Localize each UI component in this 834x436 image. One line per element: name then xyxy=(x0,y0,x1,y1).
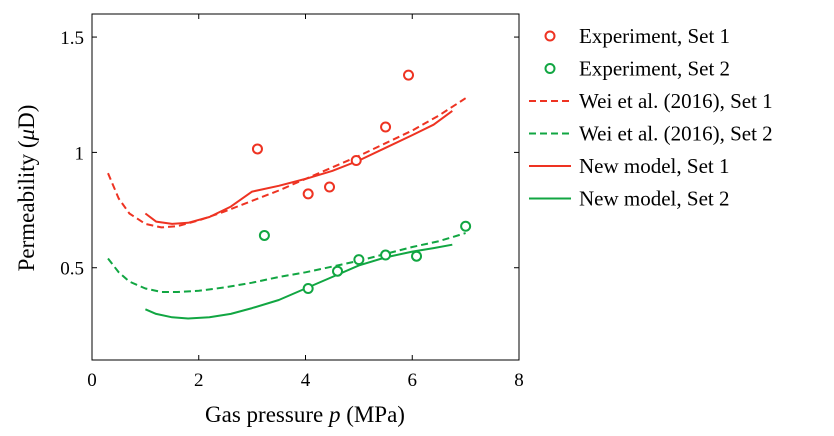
y-axis-title: Permeability (μD) xyxy=(14,105,39,272)
data-point-experiment-set-2 xyxy=(302,282,314,294)
data-point-experiment-set-1 xyxy=(350,154,362,166)
x-tick-label: 8 xyxy=(514,370,524,391)
tick-layer: 0 2 4 6 8 0.5 1 1.5 xyxy=(60,14,524,391)
data-point-experiment-set-2 xyxy=(460,220,472,232)
series-layer xyxy=(107,69,472,320)
data-point-experiment-set-2 xyxy=(411,250,423,262)
legend-marker xyxy=(544,63,556,74)
data-point-experiment-set-1 xyxy=(302,188,314,200)
data-point-experiment-set-1 xyxy=(324,181,336,193)
plot-area: 0 2 4 6 8 0.5 1 1.5 xyxy=(60,13,524,391)
series-line-new-model-set-1 xyxy=(144,110,453,225)
legend-label: Experiment, Set 1 xyxy=(579,24,730,48)
legend-marker xyxy=(544,30,556,42)
legend: Experiment, Set 1 Experiment, Set 2 Wei et… xyxy=(529,24,773,211)
series-line-new-model-set-2 xyxy=(145,243,453,320)
x-tick-label: 6 xyxy=(408,370,418,391)
x-tick-label: 4 xyxy=(301,370,311,391)
data-point-experiment-set-1 xyxy=(251,143,263,155)
x-tick-label: 0 xyxy=(87,370,97,391)
data-point-experiment-set-2 xyxy=(258,229,270,241)
legend-label: New model, Set 1 xyxy=(579,154,729,178)
y-tick-label: 1 xyxy=(75,143,85,164)
data-point-experiment-set-1 xyxy=(380,121,392,133)
y-tick-label: 1.5 xyxy=(60,28,84,49)
legend-label: Wei et al. (2016), Set 1 xyxy=(579,89,773,113)
legend-label: Experiment, Set 2 xyxy=(579,57,730,81)
x-tick-label: 2 xyxy=(194,370,204,391)
x-axis-title: Gas pressure p (MPa) xyxy=(205,402,405,427)
legend-label: Wei et al. (2016), Set 2 xyxy=(579,122,773,146)
data-point-experiment-set-2 xyxy=(380,249,392,261)
y-tick-label: 0.5 xyxy=(60,259,84,280)
data-point-experiment-set-1 xyxy=(403,69,415,81)
data-point-experiment-set-2 xyxy=(353,254,365,266)
data-point-experiment-set-2 xyxy=(332,265,344,277)
series-line-wei-et-al-2016-set-2 xyxy=(107,232,466,293)
series-line-wei-et-al-2016-set-1 xyxy=(107,97,467,229)
legend-label: New model, Set 2 xyxy=(579,187,729,211)
plot-frame xyxy=(91,13,520,361)
